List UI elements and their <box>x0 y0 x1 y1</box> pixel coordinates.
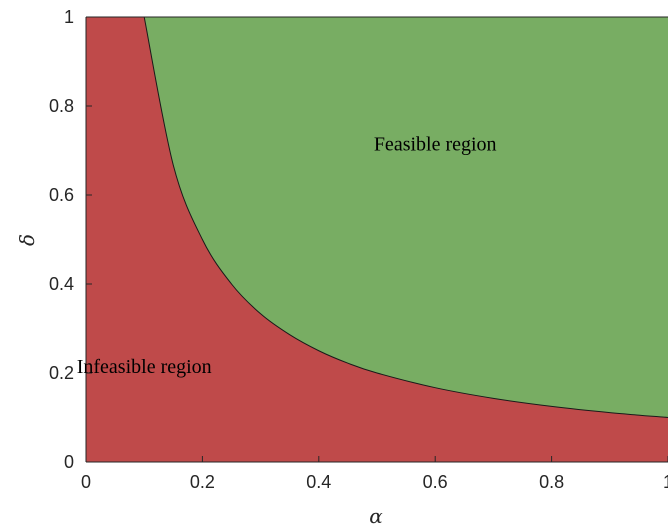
y-tick-label: 0.6 <box>49 185 74 205</box>
x-axis-label: α <box>369 504 383 528</box>
plot-area <box>85 16 668 463</box>
y-tick-label: 0.2 <box>49 363 74 383</box>
feasible-region-fill <box>144 17 668 418</box>
feasible-region-label: Feasible region <box>374 134 497 156</box>
x-axis-ticks: 0 0.2 0.4 0.6 0.8 1 <box>81 456 668 492</box>
y-tick-label: 0.4 <box>49 274 74 294</box>
y-tick-label: 1 <box>64 7 74 27</box>
x-tick-label: 0 <box>81 472 91 492</box>
y-tick-label: 0 <box>64 452 74 472</box>
boundary-curve <box>143 16 668 418</box>
y-axis-ticks: 0 0.2 0.4 0.6 0.8 1 <box>49 7 92 472</box>
y-tick-label: 0.8 <box>49 96 74 116</box>
x-tick-label: 0.2 <box>190 472 215 492</box>
y-axis-label: δ <box>15 234 39 246</box>
x-tick-label: 0.6 <box>423 472 448 492</box>
infeasible-region-label: Infeasible region <box>77 356 212 378</box>
x-tick-label: 1 <box>663 472 668 492</box>
x-tick-label: 0.4 <box>306 472 331 492</box>
x-tick-label: 0.8 <box>539 472 564 492</box>
